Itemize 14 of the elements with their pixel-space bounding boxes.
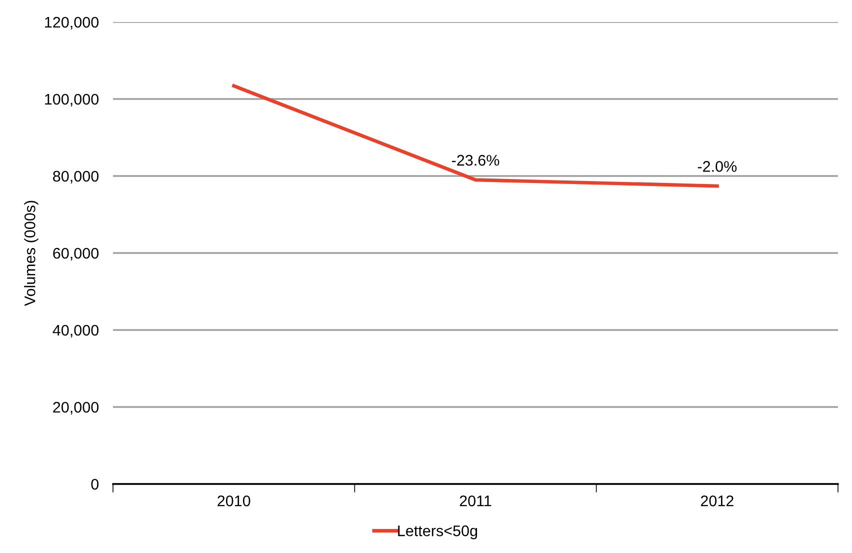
y-axis-title: Volumes (000s) (24, 200, 38, 306)
annotation: -23.6% (452, 154, 500, 166)
y-tick-label: 100,000 (45, 94, 99, 106)
x-tick-label: 2012 (700, 496, 734, 506)
y-tick-label: 60,000 (53, 248, 99, 260)
x-tick-label: 2011 (460, 496, 492, 506)
y-tick-label: 40,000 (52, 324, 99, 338)
y-tick-label: 0 (91, 478, 99, 490)
y-tick-label: 20,000 (53, 402, 99, 414)
y-tick-label: 120,000 (45, 16, 99, 30)
y-tick-label: 80,000 (53, 170, 99, 184)
legend-label: Letters<50g (398, 525, 478, 540)
annotation: -2.0% (698, 161, 737, 172)
x-tick-label: 2010 (218, 496, 250, 506)
